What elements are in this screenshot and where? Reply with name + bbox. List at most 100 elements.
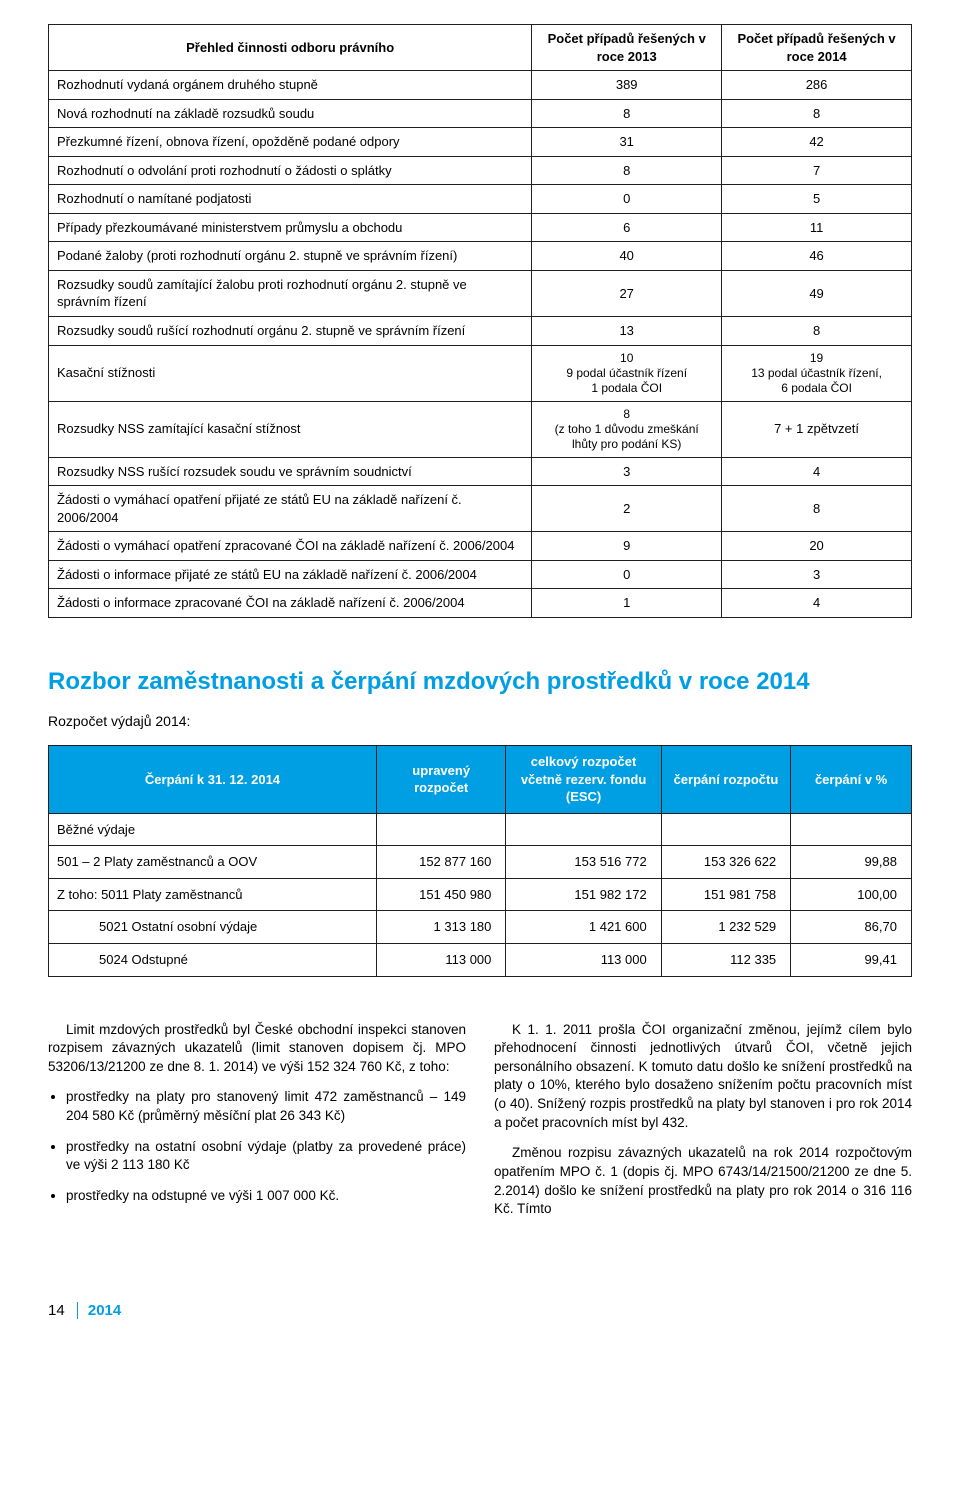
page-number: 14	[48, 1302, 65, 1319]
row-2014: 20	[722, 532, 912, 561]
table-row: Kasační stížnosti109 podal účastník říze…	[49, 345, 912, 401]
table-row: Z toho: 5011 Platy zaměstnanců151 450 98…	[49, 878, 912, 911]
row-2013: 13	[532, 317, 722, 346]
row-value: 112 335	[661, 943, 790, 976]
row-2014: 11	[722, 213, 912, 242]
t2-h3: čerpání rozpočtu	[661, 746, 790, 814]
row-2013: 8	[532, 156, 722, 185]
row-2014: 7	[722, 156, 912, 185]
row-label: Rozhodnutí o namítané podjatosti	[49, 185, 532, 214]
t1-h2: Počet případů řešených v roce 2014	[722, 25, 912, 71]
table-row: Žádosti o vymáhací opatření zpracované Č…	[49, 532, 912, 561]
left-bullet-2: prostředky na ostatní osobní výdaje (pla…	[66, 1138, 466, 1175]
left-bullet-3: prostředky na odstupné ve výši 1 007 000…	[66, 1187, 466, 1206]
t2-h4: čerpání v %	[791, 746, 912, 814]
row-2013: 0	[532, 560, 722, 589]
row-label: Rozsudky soudů zamítající žalobu proti r…	[49, 270, 532, 316]
left-p1: Limit mzdových prostředků byl České obch…	[48, 1021, 466, 1077]
row-value: 1 421 600	[506, 911, 661, 944]
table-row: 5021 Ostatní osobní výdaje1 313 1801 421…	[49, 911, 912, 944]
row-value: 151 981 758	[661, 878, 790, 911]
row-value	[376, 813, 505, 846]
row-2014: 8	[722, 317, 912, 346]
budget-subtitle: Rozpočet výdajů 2014:	[48, 712, 912, 731]
row-2014: 46	[722, 242, 912, 271]
row-2014: 4	[722, 457, 912, 486]
footer-year: 2014	[77, 1302, 121, 1319]
row-label: Žádosti o informace zpracované ČOI na zá…	[49, 589, 532, 618]
row-2013: 389	[532, 71, 722, 100]
row-2013: 31	[532, 128, 722, 157]
right-p2: Změnou rozpisu závazných ukazatelů na ro…	[494, 1144, 912, 1219]
left-bullet-1: prostředky na platy pro stanovený limit …	[66, 1088, 466, 1125]
row-value: 99,41	[791, 943, 912, 976]
row-2013: 109 podal účastník řízení1 podala ČOI	[532, 345, 722, 401]
row-value: 1 232 529	[661, 911, 790, 944]
table-row: Žádosti o informace přijaté ze států EU …	[49, 560, 912, 589]
row-label: Případy přezkoumávané ministerstvem prům…	[49, 213, 532, 242]
row-value: 113 000	[376, 943, 505, 976]
t2-h2: celkový rozpočet včetně rezerv. fondu (E…	[506, 746, 661, 814]
row-2013: 8(z toho 1 důvodu zmeškánílhůty pro podá…	[532, 401, 722, 457]
row-2013: 3	[532, 457, 722, 486]
row-label: Žádosti o informace přijaté ze států EU …	[49, 560, 532, 589]
row-value: 153 516 772	[506, 846, 661, 879]
table-row: Rozsudky soudů zamítající žalobu proti r…	[49, 270, 912, 316]
row-2013: 2	[532, 486, 722, 532]
table-row: Rozsudky soudů rušící rozhodnutí orgánu …	[49, 317, 912, 346]
row-2014: 42	[722, 128, 912, 157]
table-row: Běžné výdaje	[49, 813, 912, 846]
table-row: Rozhodnutí o namítané podjatosti05	[49, 185, 912, 214]
table-row: Rozsudky NSS zamítající kasační stížnost…	[49, 401, 912, 457]
row-label: Kasační stížnosti	[49, 345, 532, 401]
table-row: Podané žaloby (proti rozhodnutí orgánu 2…	[49, 242, 912, 271]
row-label: Běžné výdaje	[49, 813, 377, 846]
right-col: K 1. 1. 2011 prošla ČOI organizační změn…	[494, 1021, 912, 1231]
row-2013: 0	[532, 185, 722, 214]
t1-h1: Počet případů řešených v roce 2013	[532, 25, 722, 71]
table-row: Nová rozhodnutí na základě rozsudků soud…	[49, 99, 912, 128]
section-title: Rozbor zaměstnanosti a čerpání mzdových …	[48, 666, 912, 698]
row-2014: 5	[722, 185, 912, 214]
row-label: Rozsudky NSS rušící rozsudek soudu ve sp…	[49, 457, 532, 486]
row-label: Přezkumné řízení, obnova řízení, opožděn…	[49, 128, 532, 157]
row-label: 501 – 2 Platy zaměstnanců a OOV	[49, 846, 377, 879]
row-label: Rozsudky soudů rušící rozhodnutí orgánu …	[49, 317, 532, 346]
table-row: 5024 Odstupné113 000113 000112 33599,41	[49, 943, 912, 976]
row-value: 100,00	[791, 878, 912, 911]
page-footer: 14 2014	[48, 1301, 912, 1321]
row-2013: 1	[532, 589, 722, 618]
table-row: 501 – 2 Platy zaměstnanců a OOV152 877 1…	[49, 846, 912, 879]
row-2013: 8	[532, 99, 722, 128]
row-label: Nová rozhodnutí na základě rozsudků soud…	[49, 99, 532, 128]
row-label: Rozhodnutí vydaná orgánem druhého stupně	[49, 71, 532, 100]
t2-h0: Čerpání k 31. 12. 2014	[49, 746, 377, 814]
table-row: Přezkumné řízení, obnova řízení, opožděn…	[49, 128, 912, 157]
row-value	[661, 813, 790, 846]
table-row: Rozhodnutí vydaná orgánem druhého stupně…	[49, 71, 912, 100]
row-label: Podané žaloby (proti rozhodnutí orgánu 2…	[49, 242, 532, 271]
row-2014: 4	[722, 589, 912, 618]
row-value	[506, 813, 661, 846]
row-2013: 9	[532, 532, 722, 561]
row-2014: 8	[722, 486, 912, 532]
row-value: 86,70	[791, 911, 912, 944]
table-row: Žádosti o informace zpracované ČOI na zá…	[49, 589, 912, 618]
row-value: 151 982 172	[506, 878, 661, 911]
right-p1: K 1. 1. 2011 prošla ČOI organizační změn…	[494, 1021, 912, 1133]
row-value: 151 450 980	[376, 878, 505, 911]
table-row: Případy přezkoumávané ministerstvem prům…	[49, 213, 912, 242]
row-label: 5021 Ostatní osobní výdaje	[49, 911, 377, 944]
row-label: 5024 Odstupné	[49, 943, 377, 976]
row-label: Žádosti o vymáhací opatření přijaté ze s…	[49, 486, 532, 532]
row-label: Rozhodnutí o odvolání proti rozhodnutí o…	[49, 156, 532, 185]
row-value: 152 877 160	[376, 846, 505, 879]
left-col: Limit mzdových prostředků byl České obch…	[48, 1021, 466, 1231]
row-label: Z toho: 5011 Platy zaměstnanců	[49, 878, 377, 911]
row-2014: 7 + 1 zpětvzetí	[722, 401, 912, 457]
row-value: 153 326 622	[661, 846, 790, 879]
row-2013: 6	[532, 213, 722, 242]
row-value: 1 313 180	[376, 911, 505, 944]
row-value: 99,88	[791, 846, 912, 879]
budget-table: Čerpání k 31. 12. 2014 upravený rozpočet…	[48, 745, 912, 976]
